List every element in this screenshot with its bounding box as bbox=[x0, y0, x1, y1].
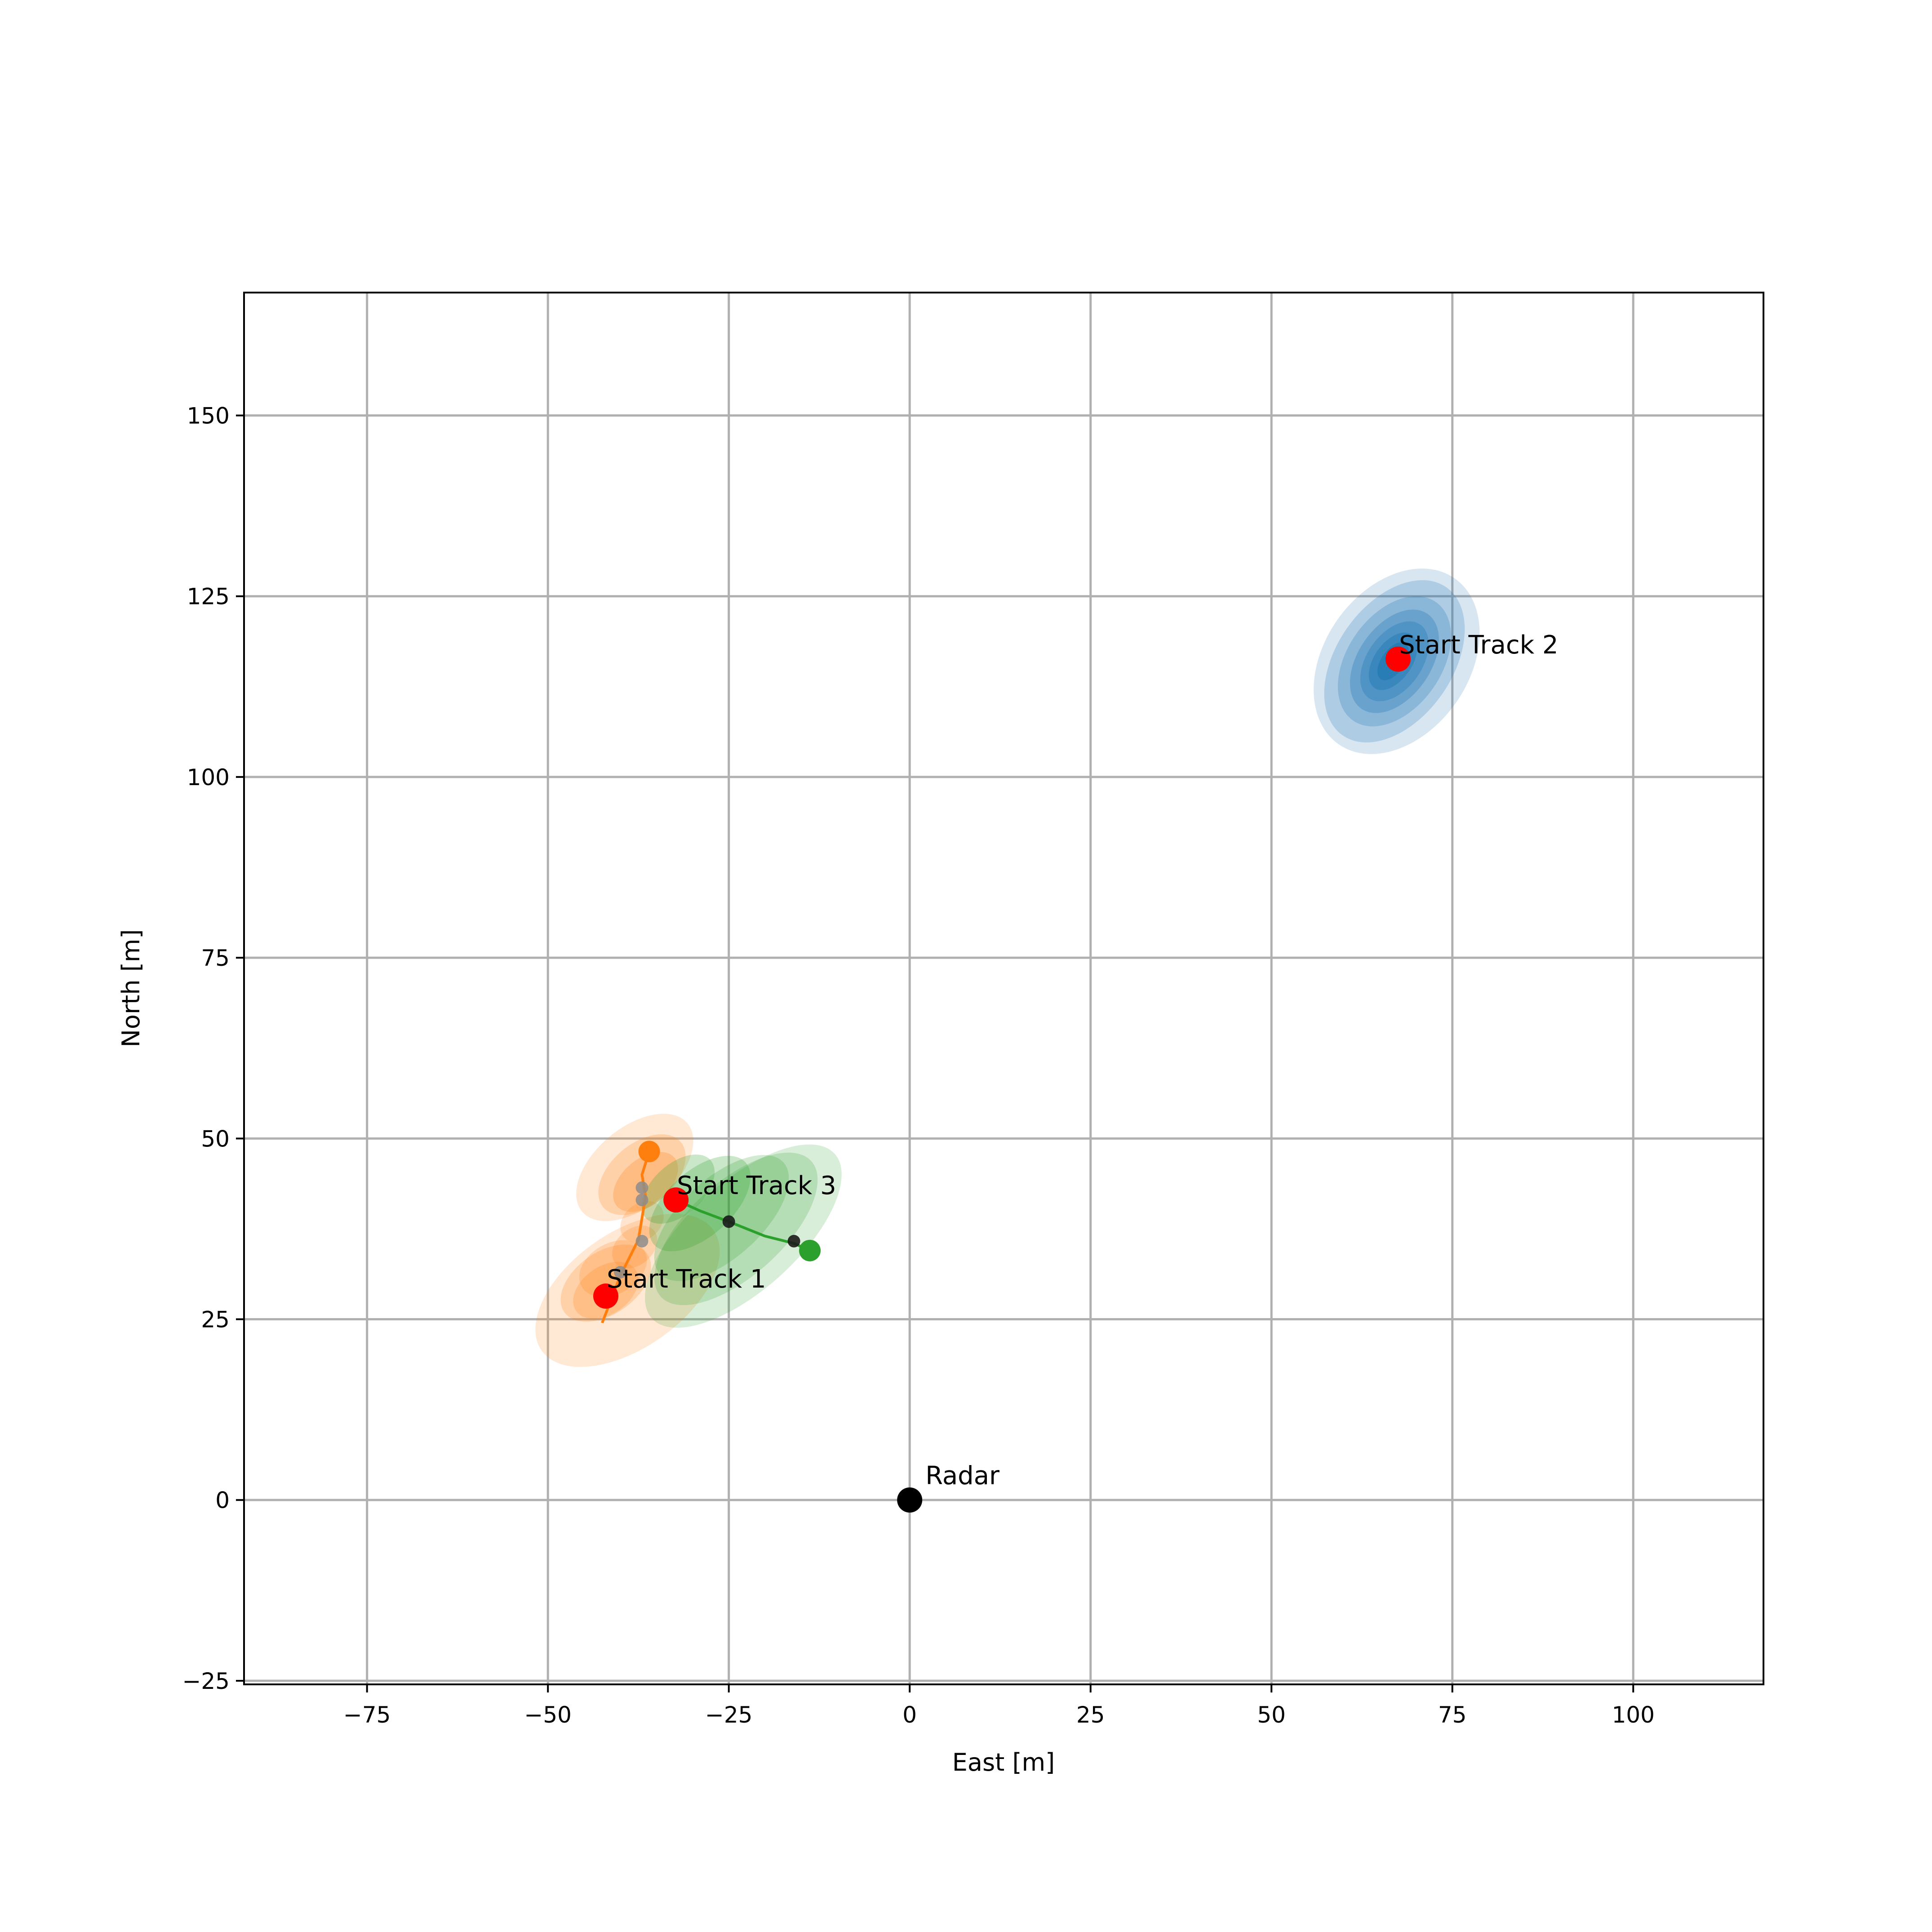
x-axis-label: East [m] bbox=[952, 1748, 1055, 1777]
track1-measurement-point bbox=[614, 1266, 627, 1279]
grid bbox=[244, 293, 1763, 1684]
axis-ticks: −75 −50 −25 0 25 50 75 100 −25 0 25 50 75 100 125 150 bbox=[182, 403, 1654, 1728]
track3-uncertainty-ellipse bbox=[645, 1144, 842, 1328]
x-tick-label: 0 bbox=[902, 1702, 917, 1728]
plot-frame bbox=[243, 292, 1764, 1685]
track1-measurement-point bbox=[635, 1235, 648, 1248]
track2-start-point bbox=[1385, 646, 1411, 672]
track1-measurement-point bbox=[635, 1181, 648, 1194]
track1-uncertainty-ellipse bbox=[613, 1152, 678, 1212]
track1-start-label: Start Track 1 bbox=[607, 1265, 766, 1294]
markers bbox=[593, 646, 1411, 1513]
y-tick-label: 25 bbox=[201, 1307, 230, 1333]
y-tick-label: 75 bbox=[201, 945, 230, 971]
radar-label: Radar bbox=[925, 1461, 1000, 1491]
track3-uncertainty-ellipse bbox=[654, 1152, 818, 1306]
y-tick-label: 50 bbox=[201, 1126, 230, 1152]
annotations: Start Track 1 Start Track 2 Start Track 3 R… bbox=[607, 631, 1559, 1491]
x-tick-label: 75 bbox=[1438, 1702, 1467, 1728]
x-tick-label: −50 bbox=[524, 1702, 572, 1728]
track3-measurement-point bbox=[722, 1215, 735, 1228]
x-tick-label: 50 bbox=[1257, 1702, 1286, 1728]
y-tick-label: 100 bbox=[187, 764, 230, 791]
track3-end-point bbox=[799, 1239, 821, 1261]
track3-uncertainty-ellipse bbox=[649, 1155, 751, 1252]
x-tick-label: 25 bbox=[1076, 1702, 1105, 1728]
track3-measurement-point bbox=[787, 1235, 800, 1248]
track1-start-point bbox=[593, 1284, 618, 1309]
track1-uncertainty-ellipse bbox=[535, 1213, 720, 1367]
track1-uncertainty-ellipse bbox=[576, 1114, 693, 1221]
track1-measurement-point bbox=[635, 1194, 648, 1207]
track1-uncertainty-ellipse bbox=[560, 1244, 651, 1322]
track3-start-point bbox=[663, 1187, 689, 1213]
y-axis-label: North [m] bbox=[117, 929, 145, 1048]
radar-point bbox=[897, 1487, 923, 1513]
track1-end-point bbox=[638, 1141, 660, 1163]
x-tick-label: 100 bbox=[1612, 1702, 1654, 1728]
y-tick-label: 0 bbox=[215, 1488, 230, 1514]
y-tick-label: −25 bbox=[182, 1668, 230, 1694]
x-tick-label: −75 bbox=[343, 1702, 391, 1728]
x-tick-label: −25 bbox=[705, 1702, 753, 1728]
track3-start-label: Start Track 3 bbox=[677, 1171, 836, 1200]
y-tick-label: 125 bbox=[187, 584, 230, 610]
y-tick-label: 150 bbox=[187, 403, 230, 429]
track2-start-label: Start Track 2 bbox=[1399, 631, 1559, 660]
track1-path bbox=[601, 1151, 651, 1324]
